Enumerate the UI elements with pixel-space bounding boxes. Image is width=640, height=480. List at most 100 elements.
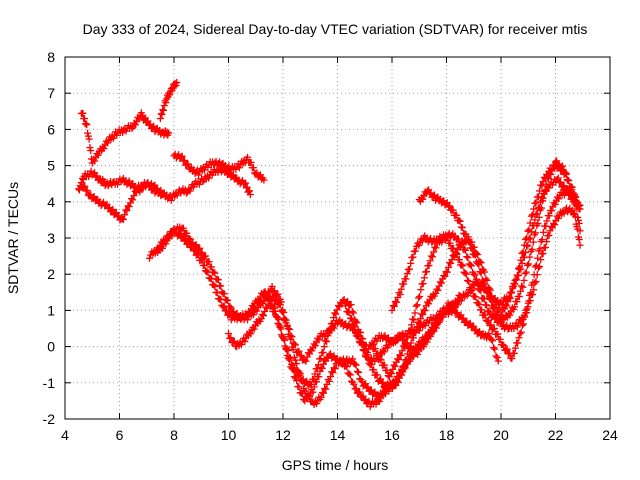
data-point xyxy=(77,179,85,187)
data-point xyxy=(269,292,277,300)
data-point xyxy=(413,301,421,309)
data-point xyxy=(518,321,526,329)
data-point xyxy=(250,325,258,333)
data-point xyxy=(531,216,539,224)
data-point xyxy=(465,238,473,246)
data-point xyxy=(576,205,584,213)
data-point xyxy=(189,183,197,191)
data-point xyxy=(406,265,414,273)
data-point xyxy=(516,263,524,271)
data-point xyxy=(415,241,423,249)
data-point xyxy=(412,329,420,337)
data-point xyxy=(397,285,405,293)
data-point xyxy=(402,339,410,347)
data-point xyxy=(574,216,582,224)
series-arc-6 xyxy=(145,225,440,405)
data-point xyxy=(500,342,508,350)
data-point xyxy=(288,333,296,341)
data-point xyxy=(525,226,533,234)
data-point xyxy=(371,345,379,353)
data-point xyxy=(159,106,167,114)
data-point xyxy=(184,160,192,168)
data-point xyxy=(173,191,181,199)
data-point xyxy=(457,297,465,305)
data-point xyxy=(246,187,254,195)
data-point xyxy=(289,346,297,354)
data-point xyxy=(415,319,423,327)
data-point xyxy=(537,204,545,212)
data-point xyxy=(173,78,181,86)
data-point xyxy=(330,364,338,372)
data-point xyxy=(393,298,401,306)
data-point xyxy=(295,383,303,391)
data-point xyxy=(311,370,319,378)
data-point xyxy=(494,330,502,338)
data-point xyxy=(418,237,426,245)
data-point xyxy=(520,241,528,249)
data-point xyxy=(545,231,553,239)
data-point xyxy=(131,121,139,129)
data-point xyxy=(472,293,480,301)
data-point xyxy=(531,279,539,287)
data-point xyxy=(538,236,546,244)
data-point xyxy=(282,316,290,324)
data-point xyxy=(456,217,464,225)
data-point xyxy=(516,287,524,295)
data-point xyxy=(526,219,534,227)
data-point xyxy=(409,315,417,323)
data-point xyxy=(347,301,355,309)
data-point xyxy=(297,351,305,359)
data-point xyxy=(389,302,397,310)
data-point xyxy=(172,82,180,90)
data-point xyxy=(478,276,486,284)
data-point xyxy=(528,245,536,253)
data-point xyxy=(484,288,492,296)
data-point xyxy=(241,338,249,346)
data-point xyxy=(156,115,164,123)
data-point xyxy=(350,322,358,330)
data-point xyxy=(487,321,495,329)
data-point xyxy=(548,207,556,215)
data-point xyxy=(91,157,99,165)
data-point xyxy=(83,121,91,129)
x-tick-label: 4 xyxy=(61,427,69,443)
data-point xyxy=(376,398,384,406)
data-point xyxy=(383,366,391,374)
data-point xyxy=(85,135,93,143)
data-point xyxy=(434,286,442,294)
data-point xyxy=(541,243,549,251)
data-point xyxy=(351,360,359,368)
data-point xyxy=(447,259,455,267)
y-axis-label: SDTVAR / TECUs xyxy=(5,182,21,294)
data-point xyxy=(512,276,520,284)
data-point xyxy=(419,280,427,288)
data-point xyxy=(364,398,372,406)
data-point xyxy=(400,362,408,370)
data-point xyxy=(309,388,317,396)
data-point xyxy=(576,241,584,249)
y-tick-label: 4 xyxy=(47,194,55,210)
data-point xyxy=(291,356,299,364)
data-point xyxy=(455,216,463,224)
y-tick-label: 3 xyxy=(47,230,55,246)
data-point xyxy=(521,270,529,278)
data-point xyxy=(441,272,449,280)
data-point xyxy=(397,370,405,378)
data-point xyxy=(122,206,130,214)
data-point xyxy=(360,347,368,355)
data-point xyxy=(407,259,415,267)
data-point xyxy=(458,261,466,269)
data-point xyxy=(496,317,504,325)
data-point xyxy=(523,261,531,269)
data-point xyxy=(400,343,408,351)
data-point xyxy=(518,249,526,257)
data-point xyxy=(571,193,579,201)
data-point xyxy=(100,145,108,153)
data-point xyxy=(79,109,87,117)
y-tick-label: 0 xyxy=(47,339,55,355)
data-point xyxy=(488,337,496,345)
data-point xyxy=(486,295,494,303)
data-point xyxy=(396,351,404,359)
data-point xyxy=(465,277,473,285)
data-point xyxy=(490,304,498,312)
